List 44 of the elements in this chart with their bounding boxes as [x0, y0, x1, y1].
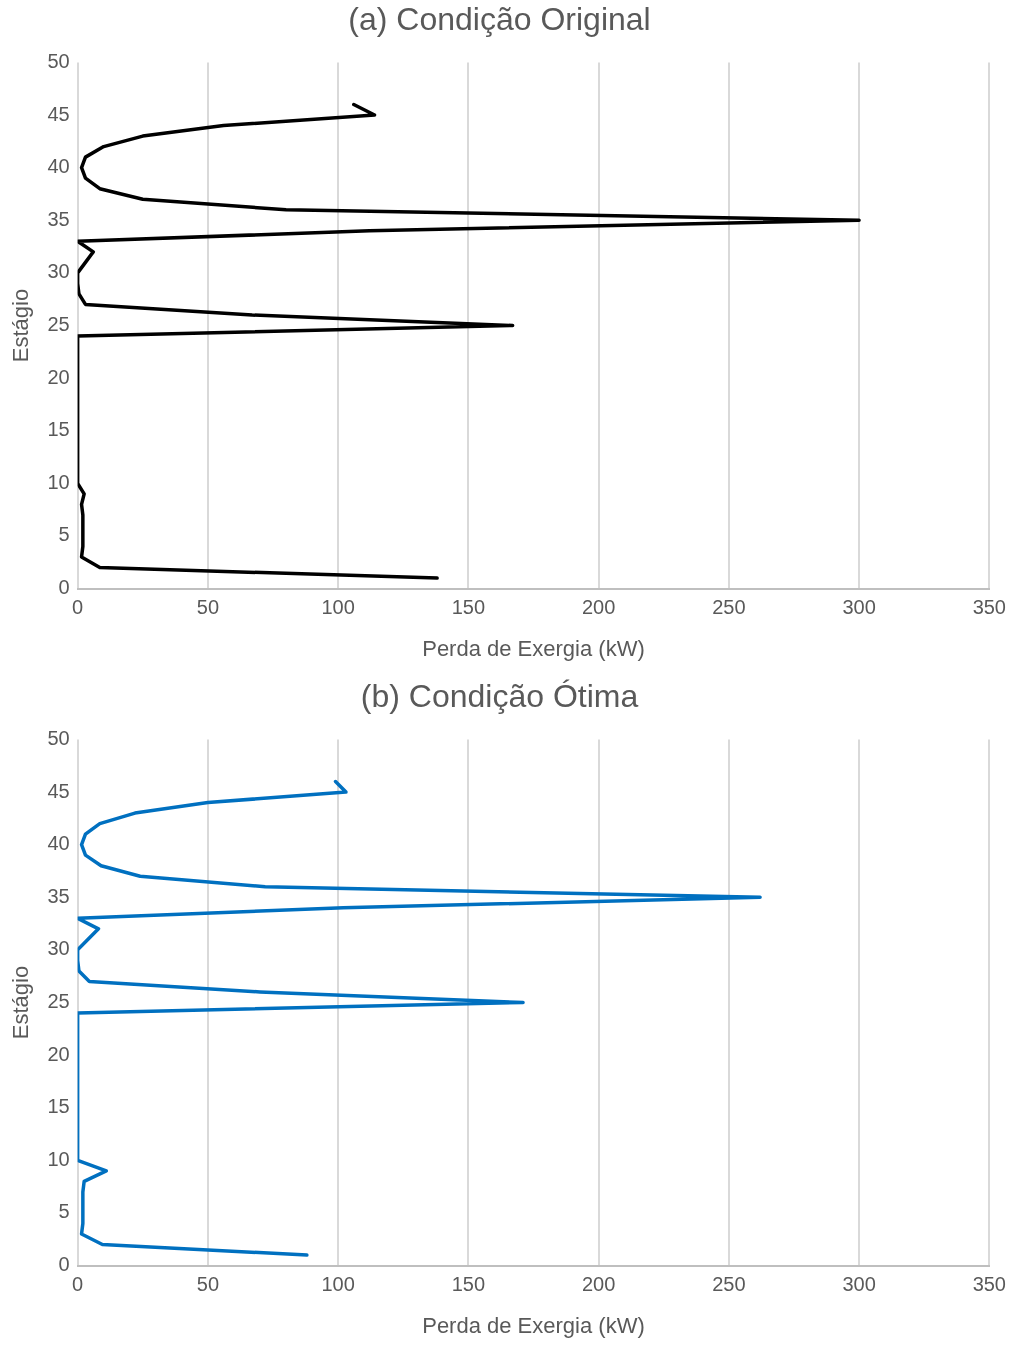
y-tick-label: 5: [58, 523, 70, 546]
x-tick-label: 0: [72, 1273, 84, 1296]
x-tick-label: 100: [321, 596, 355, 619]
x-tick-label: 50: [196, 596, 220, 619]
x-axis-title: Perda de Exergia (kW): [422, 635, 645, 661]
y-axis-title: Estágio: [8, 965, 34, 1040]
y-tick-label: 10: [47, 470, 70, 493]
y-tick-label: 30: [47, 937, 70, 960]
x-tick-label: 300: [842, 1273, 876, 1296]
chart-title: (a) Condição Original: [348, 1, 651, 38]
x-tick-label: 0: [72, 596, 84, 619]
x-tick-label: 300: [842, 596, 876, 619]
y-tick-label: 40: [47, 832, 70, 855]
y-tick-label: 20: [47, 365, 70, 388]
y-tick-label: 50: [47, 49, 70, 72]
y-tick-label: 0: [58, 1253, 70, 1276]
x-tick-label: 50: [196, 1273, 220, 1296]
y-tick-label: 35: [47, 207, 70, 230]
y-tick-label: 50: [47, 726, 70, 749]
x-tick-label: 250: [712, 1273, 746, 1296]
x-tick-label: 350: [972, 596, 1006, 619]
x-tick-label: 250: [712, 596, 746, 619]
y-tick-label: 15: [47, 418, 70, 441]
x-tick-label: 100: [321, 1273, 355, 1296]
y-tick-label: 45: [47, 779, 70, 802]
x-tick-label: 200: [581, 596, 616, 619]
chart-title: (b) Condição Ótima: [360, 678, 639, 715]
x-tick-label: 150: [451, 596, 486, 619]
y-tick-label: 45: [47, 102, 70, 125]
y-tick-label: 10: [47, 1147, 70, 1170]
x-tick-label: 150: [451, 1273, 486, 1296]
x-tick-label: 200: [581, 1273, 616, 1296]
y-tick-label: 5: [58, 1200, 70, 1223]
y-tick-label: 40: [47, 155, 70, 178]
y-tick-label: 20: [47, 1042, 70, 1065]
y-axis-title: Estágio: [8, 288, 34, 363]
x-axis-title: Perda de Exergia (kW): [422, 1312, 645, 1338]
y-tick-label: 25: [47, 313, 70, 336]
x-tick-label: 350: [972, 1273, 1006, 1296]
y-tick-label: 25: [47, 990, 70, 1013]
y-tick-label: 0: [58, 576, 70, 599]
y-tick-label: 35: [47, 884, 70, 907]
y-tick-label: 30: [47, 260, 70, 283]
y-tick-label: 15: [47, 1095, 70, 1118]
